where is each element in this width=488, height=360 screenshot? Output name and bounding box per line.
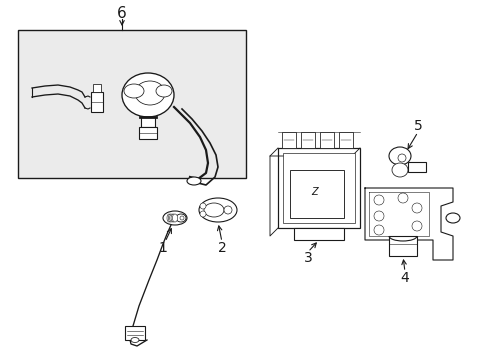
Bar xyxy=(278,148,359,228)
Ellipse shape xyxy=(124,84,143,98)
Ellipse shape xyxy=(176,214,185,222)
Ellipse shape xyxy=(169,214,174,222)
Polygon shape xyxy=(364,188,452,260)
Circle shape xyxy=(373,195,383,205)
Ellipse shape xyxy=(172,214,177,222)
Circle shape xyxy=(397,193,407,203)
Text: 5: 5 xyxy=(413,119,422,133)
Circle shape xyxy=(200,203,205,209)
Bar xyxy=(289,170,343,218)
Ellipse shape xyxy=(135,81,164,105)
Text: 3: 3 xyxy=(303,251,312,265)
Bar xyxy=(293,228,343,240)
Bar xyxy=(125,326,145,340)
Bar xyxy=(338,132,352,148)
Text: 1: 1 xyxy=(158,241,167,255)
Circle shape xyxy=(180,216,183,220)
Ellipse shape xyxy=(171,214,176,222)
Ellipse shape xyxy=(391,163,407,177)
Circle shape xyxy=(411,221,421,231)
Ellipse shape xyxy=(131,338,139,342)
Circle shape xyxy=(373,211,383,221)
Ellipse shape xyxy=(167,214,171,222)
Ellipse shape xyxy=(199,198,237,222)
Ellipse shape xyxy=(163,211,186,225)
Bar xyxy=(283,153,354,223)
Ellipse shape xyxy=(168,214,172,222)
Text: 4: 4 xyxy=(400,271,408,285)
Bar xyxy=(93,84,101,92)
Circle shape xyxy=(411,203,421,213)
Bar xyxy=(388,236,416,256)
Bar xyxy=(282,132,295,148)
Ellipse shape xyxy=(156,85,172,97)
Ellipse shape xyxy=(445,213,459,223)
Bar xyxy=(319,132,333,148)
Text: 2: 2 xyxy=(217,241,226,255)
Circle shape xyxy=(200,211,205,217)
Circle shape xyxy=(373,225,383,235)
Ellipse shape xyxy=(122,73,174,117)
Circle shape xyxy=(224,206,231,214)
Bar xyxy=(407,162,425,172)
Bar xyxy=(301,132,314,148)
Ellipse shape xyxy=(203,203,224,217)
Bar xyxy=(91,92,103,112)
Circle shape xyxy=(397,154,405,162)
Bar xyxy=(139,127,157,139)
Bar xyxy=(141,117,155,127)
Text: Z: Z xyxy=(311,187,318,197)
Text: 6: 6 xyxy=(117,6,126,22)
Bar xyxy=(18,30,245,178)
Ellipse shape xyxy=(186,177,201,185)
Ellipse shape xyxy=(388,147,410,165)
